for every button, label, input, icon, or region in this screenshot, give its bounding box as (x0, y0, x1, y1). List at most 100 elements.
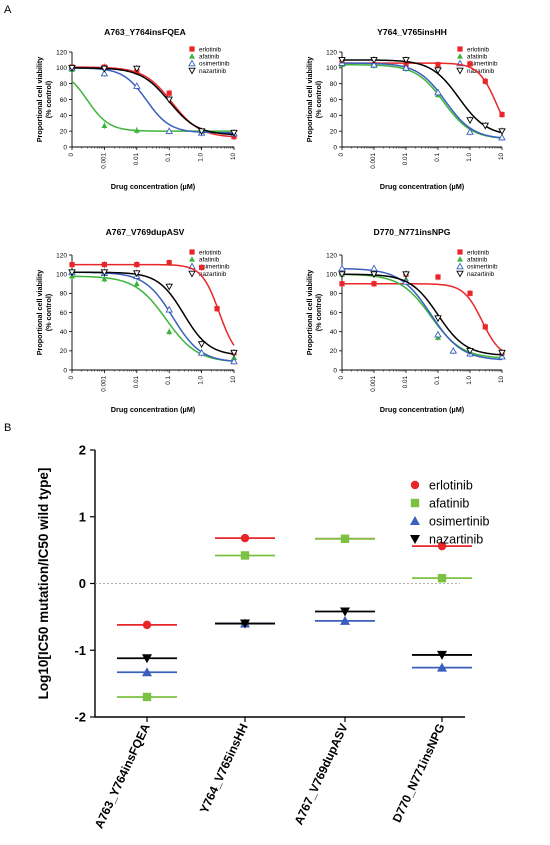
y-axis-label: Proportional cell viability(% control) (35, 270, 53, 355)
fit-curve-erlotinib (342, 283, 503, 352)
legend-label: osimertinib (467, 61, 498, 68)
data-point-erlotinib (371, 281, 377, 287)
y-tick-label: 0 (63, 367, 67, 374)
legend-marker (410, 535, 420, 544)
x-tick-label: 1.0 (466, 153, 473, 162)
data-point-nazartinib (434, 315, 442, 323)
x-tick-label: 10 (230, 153, 237, 161)
y-tick-label: 60 (60, 310, 68, 317)
data-point-erlotinib (339, 281, 345, 287)
y-axis-label: Proportional cell viability(% control) (305, 57, 323, 142)
data-point-erlotinib (142, 620, 152, 630)
fit-curve-afatinib (342, 63, 503, 139)
data-point-nazartinib (466, 117, 474, 125)
fit-curve-osimertinib (71, 67, 234, 134)
fit-curve-erlotinib (72, 263, 235, 346)
legend-label: afatinib (467, 54, 488, 61)
category-label: D770_N771insNPG (390, 721, 448, 824)
data-point-osimertinib (370, 60, 378, 68)
y-tick-label: 80 (330, 291, 338, 298)
data-point-osimertinib (434, 88, 442, 96)
legend-label: osimertinib (467, 264, 498, 271)
y-axis-label-line: Proportional cell viability (305, 57, 314, 142)
data-point-nazartinib (240, 619, 250, 629)
data-point-nazartinib (165, 283, 173, 291)
data-point-osimertinib (437, 662, 447, 672)
legend-label: erlotinib (429, 479, 473, 493)
category-label: A763_Y764insFQEA (92, 721, 153, 831)
data-point-nazartinib (165, 96, 173, 104)
x-tick-label: 1.0 (198, 376, 205, 385)
x-tick-label: 0.01 (133, 376, 140, 389)
data-point-afatinib (101, 122, 108, 129)
legend-marker (456, 262, 464, 270)
data-point-osimertinib (100, 69, 109, 77)
y-tick-label: 40 (330, 113, 338, 120)
y-tick-label: 0 (333, 367, 337, 374)
legend-marker (457, 46, 463, 52)
y-tick-label: 1 (79, 509, 86, 524)
data-point-nazartinib (402, 271, 410, 279)
y-axis-label-line: (% control) (44, 293, 53, 331)
data-point-osimertinib (434, 330, 442, 338)
y-tick-label: 20 (60, 348, 68, 355)
y-tick-label: 60 (330, 310, 338, 317)
data-point-nazartinib (340, 607, 350, 617)
x-tick-label: 10 (498, 153, 505, 161)
data-point-nazartinib (68, 269, 76, 277)
data-point-osimertinib (133, 82, 141, 89)
legend-label: osimertinib (199, 264, 230, 271)
x-tick-label: 0.1 (434, 153, 441, 162)
y-tick-label: 120 (56, 252, 67, 259)
x-tick-label: 0.01 (402, 376, 409, 389)
y-tick-label: 0 (63, 144, 67, 151)
data-point-erlotinib (199, 264, 205, 271)
data-point-nazartinib (100, 65, 109, 73)
data-point-afatinib (133, 280, 140, 287)
data-point-osimertinib (142, 667, 152, 677)
y-axis-label-line: (% control) (314, 293, 323, 331)
data-point-erlotinib (467, 290, 473, 296)
legend-marker (456, 270, 464, 278)
y-tick-label: 80 (330, 81, 338, 88)
y-axis-label: Proportional cell viability(% control) (305, 270, 323, 355)
legend-label: osimertinib (429, 515, 489, 529)
x-tick-label: 0.1 (165, 376, 172, 385)
data-point-osimertinib (498, 133, 506, 141)
legend-marker (457, 256, 463, 262)
data-point-osimertinib (449, 346, 458, 354)
legend-marker (457, 249, 463, 255)
legend-marker (189, 53, 195, 59)
plot-title: A767_V769dupASV (106, 227, 185, 237)
x-tick-label: 0.1 (165, 153, 172, 162)
data-point-afatinib (133, 127, 140, 133)
y-axis-label-line: (% control) (44, 80, 53, 118)
plot-title: A763_Y764insFQEA (104, 27, 186, 37)
data-point-erlotinib (435, 62, 441, 68)
x-axis-label: Drug concentration (µM) (111, 405, 196, 414)
y-tick-label: 80 (60, 291, 68, 298)
legend-marker (189, 256, 195, 262)
category-label: Y764_V765insHH (197, 721, 251, 815)
data-point-osimertinib (230, 357, 238, 365)
x-axis-label: Drug concentration (µM) (380, 405, 465, 414)
data-point-nazartinib (133, 65, 141, 73)
data-point-afatinib (166, 328, 173, 335)
data-point-nazartinib (370, 271, 378, 279)
y-tick-label: 20 (60, 129, 68, 136)
data-point-afatinib (142, 692, 152, 702)
y-tick-label: -1 (74, 643, 86, 658)
legend-marker (188, 270, 196, 278)
data-point-osimertinib (340, 615, 350, 625)
data-point-nazartinib (68, 64, 76, 72)
y-tick-label: 0 (333, 144, 337, 151)
data-point-erlotinib (499, 111, 505, 118)
x-tick-label: 0 (338, 376, 345, 380)
data-point-osimertinib (402, 63, 410, 71)
data-point-erlotinib (437, 541, 447, 551)
y-tick-label: 120 (56, 49, 67, 56)
y-axis-label-line: Proportional cell viability (305, 270, 314, 355)
fit-curve-afatinib (71, 275, 235, 362)
